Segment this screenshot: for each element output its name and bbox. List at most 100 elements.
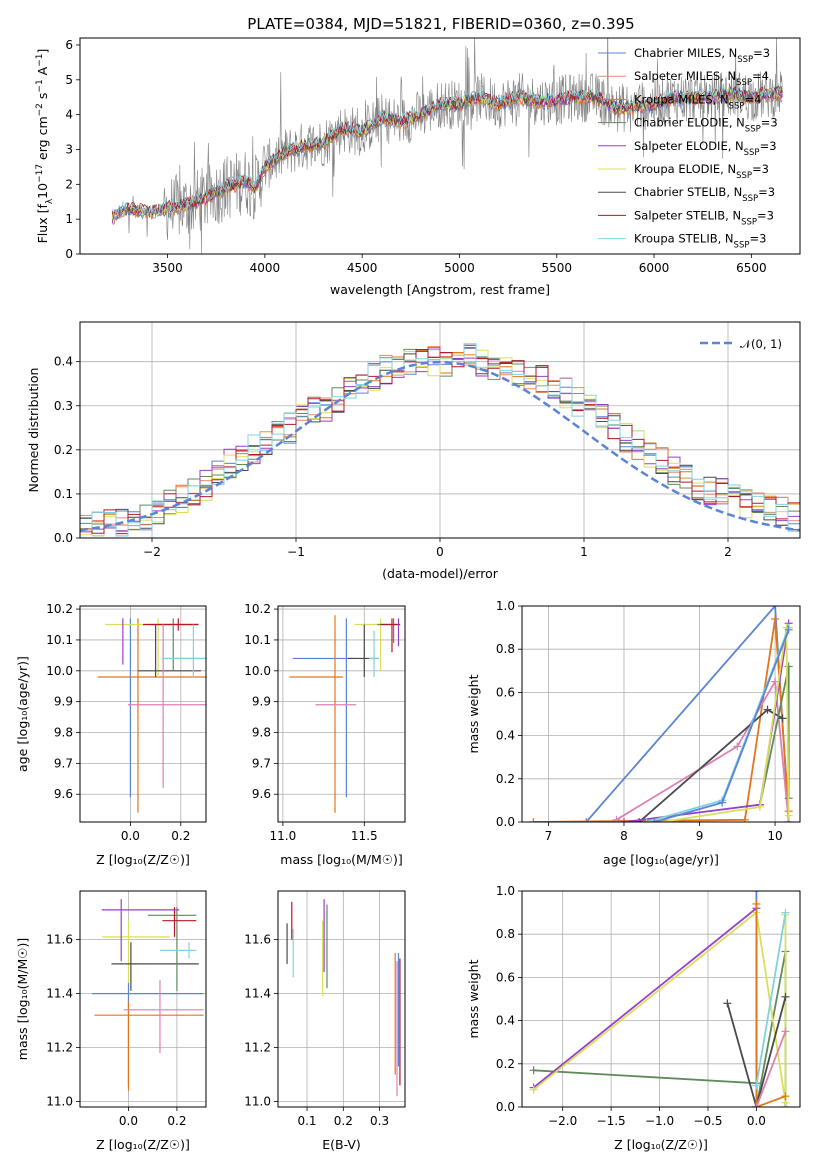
legend-entry: Kroupa ELODIE, NSSP=3 [634,162,769,181]
panel-x-axis-label: Z [log₁₀(Z/Z☉)] [96,852,190,867]
axes-age-vs-Z [76,606,206,826]
y-tick-label: 0.1 [54,487,73,501]
y-tick-label: 0.4 [496,729,515,743]
y-tick-label: 0 [65,247,73,261]
y-tick-label: 9.6 [54,787,73,801]
y-tick-label: 3 [65,142,73,156]
x-tick-label: −2.0 [548,1114,577,1128]
errorbar-point [92,982,204,1086]
spectrum-y-axis-label: Flux [fλ10−17 erg cm−2 s−1 A−1] [35,49,55,244]
errorbar-point [159,942,197,959]
weight-series [619,619,793,822]
y-tick-label: 9.7 [252,756,271,770]
histogram-x-axis-label: (data-model)/error [382,566,499,581]
y-tick-label: 6 [65,38,73,52]
x-tick-label: −2 [143,545,161,559]
y-label-part: 10 [35,183,50,199]
x-tick-label: 10 [767,829,782,843]
errorbar-point [129,618,206,798]
y-tick-label: 10.1 [244,633,271,647]
weight-series [752,908,790,1090]
spectrum-x-axis-label: wavelength [Angstrom, rest frame] [330,282,550,297]
y-label-part: λ [45,198,55,204]
y-tick-label: 0.2 [54,443,73,457]
spectrum-title: PLATE=0384, MJD=51821, FIBERID=0360, z=0… [247,15,634,33]
y-tick-label: 10.2 [244,602,271,616]
legend-sub: SSP [741,217,757,227]
legend-eq: =3 [757,208,774,222]
x-tick-label: 4500 [347,261,378,275]
x-tick-label: 0.2 [334,1114,353,1128]
weight-frame [521,605,801,823]
x-tick-label: 11.0 [270,829,297,843]
x-tick-label: 5500 [541,261,572,275]
x-tick-label: 0.0 [119,1114,138,1128]
y-tick-label: 0.2 [496,772,515,786]
weight-series-line [623,623,790,822]
y-tick-label: 2 [65,177,73,191]
errorbar-point [162,907,197,937]
legend-eq: =3 [749,232,766,246]
x-tick-label: −1.5 [597,1114,626,1128]
y-tick-label: 4 [65,108,73,122]
x-tick-label: −1.0 [645,1114,674,1128]
weight-y-axis-label: mass weight [466,959,481,1038]
legend-entry: Chabrier ELODIE, NSSP=3 [634,116,778,135]
x-tick-label: 0.0 [747,1114,766,1128]
data-spectrum-line [111,38,783,254]
errorbar-frame [79,605,207,823]
y-tick-label: 11.2 [244,1041,271,1055]
axes-spectrum [76,44,752,258]
x-tick-label: 2 [724,545,732,559]
y-tick-label: 1.0 [496,884,515,898]
legend-label: 𝒩(0, 1) [740,337,782,351]
errorbar-point [123,980,204,1053]
weight-series [529,904,761,1107]
legend-entry: Kroupa MILES, NSSP=4 [634,92,761,111]
x-tick-label: 0 [436,545,444,559]
y-tick-label: 0.4 [496,1014,515,1028]
x-tick-label: 1 [580,545,588,559]
x-tick-label: 3500 [152,261,183,275]
weight-frame [521,890,801,1108]
errorbar-point [292,618,355,798]
errorbar-point [105,618,199,677]
y-tick-label: 11.6 [244,933,271,947]
errorbar-point [127,624,206,789]
weight-series-line [755,912,787,1086]
y-tick-label: 0.3 [54,399,73,413]
x-tick-label: 9 [696,829,704,843]
weight-series [650,625,793,822]
y-label-part: erg cm [35,116,50,164]
legend-eq: =3 [761,116,778,130]
x-tick-label: 7 [545,829,553,843]
panel-y-axis-label: mass [log₁₀(M/M☉)] [15,938,30,1060]
y-tick-label: 11.4 [46,987,73,1001]
x-tick-label: 6000 [639,261,670,275]
y-label-part: −17 [35,164,45,183]
errorbar-point [97,618,206,813]
legend-eq: =3 [753,46,770,60]
y-tick-label: 11.6 [46,933,73,947]
weight-series-line [646,627,790,822]
errorbar-frame [79,890,207,1108]
errorbar-point [354,618,392,671]
y-tick-label: 10.1 [46,633,73,647]
legend-eq: =3 [760,139,777,153]
y-tick-label: 1 [65,212,73,226]
x-tick-label: 4000 [250,261,281,275]
y-tick-label: 9.7 [54,756,73,770]
y-tick-label: 11.0 [244,1095,271,1109]
legend-sub: SSP [742,194,758,204]
weight-series-line [661,627,790,822]
errorbar-frame [277,605,406,823]
y-tick-label: 10.2 [46,602,73,616]
weight-series-line [585,606,790,822]
legend-entry: Salpeter MILES, NSSP=4 [634,69,769,88]
histogram-y-axis-label: Normed distribution [26,368,41,493]
legend-entry: Salpeter ELODIE, NSSP=3 [634,139,777,158]
weight-x-axis-label: Z [log₁₀(Z/Z☉)] [614,1137,708,1152]
x-tick-label: 8 [620,829,628,843]
y-label-part: −2 [35,103,45,116]
legend-label: Kroupa MILES, N [634,92,729,106]
